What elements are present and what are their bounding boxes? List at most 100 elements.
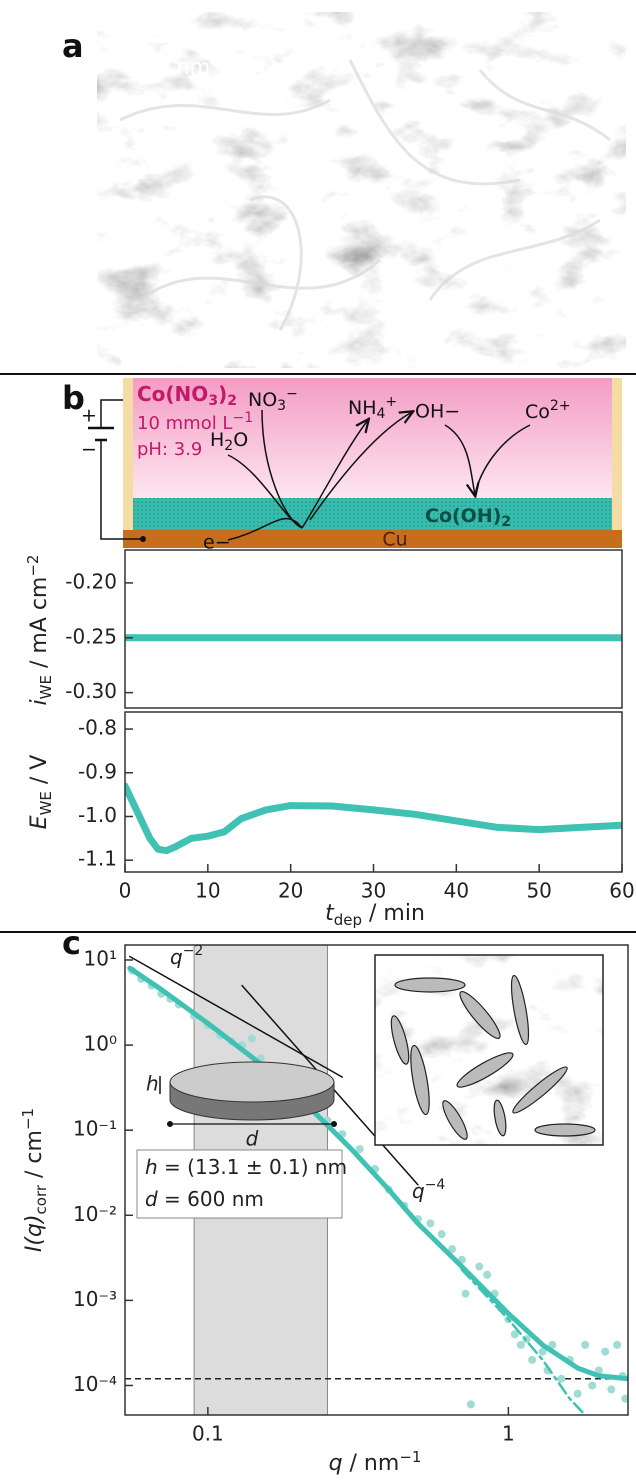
x-tick-label: 10 — [195, 879, 220, 903]
x-tick-label: 40 — [444, 879, 469, 903]
x-tick-label: 0 — [119, 879, 132, 903]
data-point — [621, 1394, 628, 1403]
subscript: 3 — [208, 393, 218, 409]
data-point — [510, 1330, 519, 1339]
subscript: 4 — [377, 406, 386, 422]
species: OH− — [415, 401, 460, 423]
text-part: q — [412, 1179, 425, 1203]
panel-label: c — [62, 924, 81, 962]
x-tick-label: 30 — [361, 879, 386, 903]
text-part: q — [329, 1451, 343, 1476]
deposit-layer — [133, 498, 612, 530]
y-tick-label: -1.1 — [78, 847, 117, 871]
data-point — [607, 1385, 616, 1394]
panel-label: a — [62, 27, 84, 65]
disc-top — [169, 1061, 335, 1103]
substrate — [123, 530, 622, 548]
electrolyte-formula: Co(NO3)2 — [137, 382, 237, 410]
data-point — [461, 1289, 470, 1298]
series-line — [125, 782, 622, 855]
panel-label: b — [62, 379, 85, 417]
x-tick-label: 50 — [526, 879, 551, 903]
text-part: q — [170, 945, 183, 969]
data-point — [548, 1340, 557, 1349]
x-tick-label: 20 — [278, 879, 303, 903]
y-tick-label: -0.25 — [65, 624, 117, 648]
species: NH4+ — [348, 394, 397, 422]
superscript: −2 — [24, 555, 42, 577]
x-axis-label: tdep / min — [325, 901, 425, 929]
text-part: 10 mmol L — [137, 413, 232, 434]
data-point — [437, 1230, 446, 1239]
param-text: d = 600 nm — [145, 1187, 264, 1211]
d-end — [167, 1121, 173, 1127]
superscript: + — [385, 394, 397, 410]
subscript: corr — [32, 1184, 50, 1214]
y-tick-label: -0.8 — [78, 716, 117, 740]
inset-disc — [534, 1123, 596, 1137]
x-axis-label: q / nm−1 — [329, 1448, 422, 1477]
x-tick-label: 1 — [502, 1422, 515, 1446]
subscript: 2 — [501, 514, 511, 530]
species: H2O — [210, 429, 248, 455]
text-part: I(q) — [22, 1214, 47, 1252]
y-tick-label: -0.9 — [78, 759, 117, 783]
sem-image — [97, 12, 626, 368]
scale-bar-label: 200 nm — [130, 55, 211, 79]
text-part: / cm — [22, 1130, 47, 1185]
text-part: / nm — [343, 1451, 400, 1476]
data-point — [483, 1270, 492, 1279]
text-part: t — [325, 901, 335, 926]
superscript: − — [286, 386, 298, 402]
y-tick-label: 10⁻⁴ — [73, 1372, 117, 1396]
data-point — [528, 1355, 537, 1364]
x-tick-label: 0.1 — [192, 1422, 224, 1446]
cell-wall — [612, 378, 622, 530]
cell-wall — [123, 378, 133, 530]
data-point — [466, 1400, 475, 1409]
text-part: = 600 nm — [158, 1187, 264, 1211]
ph: pH: 3.9 — [137, 439, 202, 460]
superscript: −2 — [183, 943, 204, 959]
y-tick-label: 10⁻¹ — [73, 1117, 117, 1141]
text-part: = (13.1 ± 0.1) nm — [158, 1155, 347, 1179]
h-label: h — [146, 1072, 159, 1096]
subscript: 3 — [277, 398, 286, 414]
inset-disc — [394, 977, 466, 993]
data-point — [538, 1347, 547, 1356]
y-tick-label: 10⁰ — [84, 1032, 117, 1056]
text-part: i — [27, 699, 52, 705]
inset-disc — [493, 1099, 507, 1137]
electron: e− — [203, 532, 231, 554]
circuit — [88, 399, 143, 540]
data-point — [581, 1340, 590, 1349]
param-box — [136, 1149, 343, 1219]
data-point — [588, 1381, 597, 1390]
superscript: −1 — [232, 410, 253, 426]
inset-disc — [512, 1066, 568, 1114]
y-tick-label: 10¹ — [84, 946, 117, 970]
substrate-label: Cu — [382, 529, 407, 551]
data-point — [426, 1219, 435, 1228]
data-point — [557, 1374, 566, 1383]
minus-sign: − — [81, 439, 97, 461]
inset-disc — [442, 1100, 468, 1140]
plot-area — [125, 782, 622, 855]
y-tick-label: -1.0 — [78, 803, 117, 827]
inset-disc — [510, 974, 530, 1046]
sem-flakes — [119, 59, 611, 331]
data-point — [448, 1245, 457, 1254]
superscript: −1 — [399, 1448, 421, 1466]
text-part: d — [145, 1187, 158, 1211]
scale-bar — [147, 37, 193, 43]
data-point — [573, 1389, 582, 1398]
text-part: Co(NO — [137, 382, 208, 406]
data-point — [475, 1262, 484, 1271]
text-part: h — [145, 1155, 158, 1179]
disc-model: hd — [146, 1061, 337, 1151]
d-label: d — [246, 1127, 259, 1151]
annotation: q−2 — [170, 943, 203, 969]
plot-frame — [124, 711, 623, 873]
y-tick-label: -0.30 — [65, 679, 117, 703]
